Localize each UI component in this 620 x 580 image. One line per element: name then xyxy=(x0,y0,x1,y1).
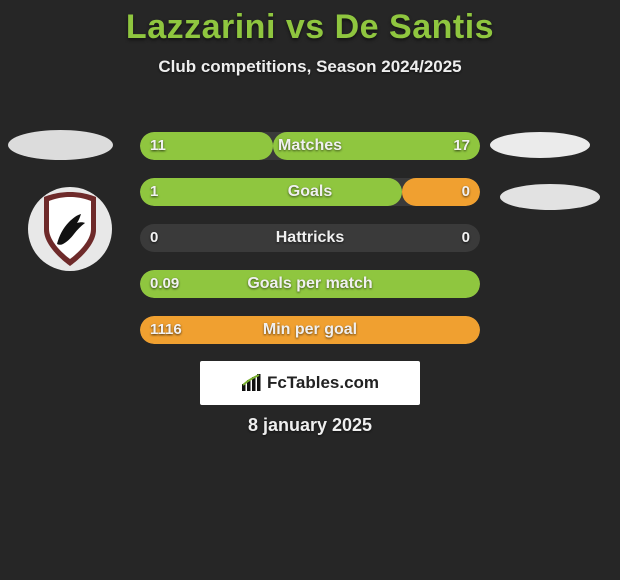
stat-row: 0.09Goals per match xyxy=(140,270,480,298)
stat-label: Goals per match xyxy=(140,270,480,298)
snapshot-date: 8 january 2025 xyxy=(0,415,620,436)
right-player-ellipse-2 xyxy=(500,184,600,210)
stat-row: 1Goals0 xyxy=(140,178,480,206)
stat-row: 1116Min per goal xyxy=(140,316,480,344)
stats-block: 11Matches171Goals00Hattricks00.09Goals p… xyxy=(140,132,480,362)
left-player-crest xyxy=(27,186,113,277)
stat-value-right: 17 xyxy=(453,132,470,160)
site-logo-label: FcTables.com xyxy=(267,373,379,393)
bars-icon xyxy=(241,374,263,392)
left-player-ellipse xyxy=(8,130,113,160)
site-logo: FcTables.com xyxy=(200,361,420,405)
stat-label: Hattricks xyxy=(140,224,480,252)
stat-value-right: 0 xyxy=(462,178,470,206)
comparison-infographic: Lazzarini vs De Santis Club competitions… xyxy=(0,8,620,580)
page-title: Lazzarini vs De Santis xyxy=(0,8,620,47)
right-player-ellipse-1 xyxy=(490,132,590,158)
stat-row: 11Matches17 xyxy=(140,132,480,160)
stat-value-right: 0 xyxy=(462,224,470,252)
stat-row: 0Hattricks0 xyxy=(140,224,480,252)
stat-label: Matches xyxy=(140,132,480,160)
site-logo-text: FcTables.com xyxy=(241,373,379,393)
page-subtitle: Club competitions, Season 2024/2025 xyxy=(0,57,620,77)
stat-label: Goals xyxy=(140,178,480,206)
stat-label: Min per goal xyxy=(140,316,480,344)
